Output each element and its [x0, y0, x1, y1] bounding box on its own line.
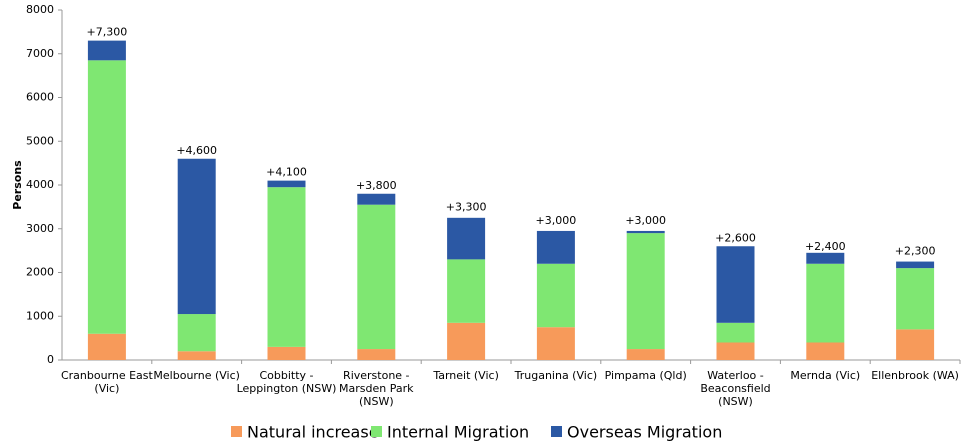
total-label: +3,300: [446, 201, 487, 214]
x-tick-label-line: Riverstone -: [343, 369, 410, 382]
total-label: +4,600: [176, 144, 217, 157]
bar-segment: [716, 322, 755, 343]
bar-segment: [716, 246, 755, 323]
bar-segment: [626, 349, 665, 360]
bar-segment: [447, 322, 486, 360]
legend-label: Internal Migration: [387, 423, 529, 442]
bar-segment: [87, 60, 126, 334]
x-tick-label-line: (NSW): [718, 395, 753, 408]
y-axis-label: Persons: [11, 160, 24, 210]
legend-label: Natural increase: [247, 423, 379, 442]
y-tick-label: 8000: [26, 3, 54, 16]
x-tick-label-line: Truganina (Vic): [514, 369, 598, 382]
bar-segment: [536, 230, 575, 264]
y-tick-label: 1000: [26, 309, 54, 322]
x-tick-label-line: Ellenbrook (WA): [871, 369, 959, 382]
x-tick-label: Mernda (Vic): [790, 369, 860, 382]
bar-segment: [716, 342, 755, 360]
total-label: +7,300: [87, 26, 128, 39]
bar-segment: [267, 187, 306, 347]
x-tick-label-line: Mernda (Vic): [790, 369, 860, 382]
y-tick-label: 6000: [26, 91, 54, 104]
x-tick-label: Truganina (Vic): [514, 369, 598, 382]
x-tick-label: Cobbitty -Leppington (NSW): [237, 369, 337, 395]
x-tick-label: Pimpama (Qld): [605, 369, 687, 382]
bar-segment: [896, 261, 935, 269]
bar-segment: [806, 342, 845, 360]
y-tick-label: 7000: [26, 47, 54, 60]
bar-segment: [626, 233, 665, 350]
x-tick-label: Riverstone -Marsden Park (NSW): [339, 369, 414, 408]
y-tick-label: 0: [47, 353, 54, 366]
bar-segment: [447, 217, 486, 260]
y-tick-label: 5000: [26, 134, 54, 147]
legend-swatch: [551, 426, 562, 437]
total-label: +2,300: [895, 244, 936, 257]
bar-segment: [87, 333, 126, 360]
bar-segment: [87, 40, 126, 61]
bar-segment: [536, 327, 575, 360]
x-tick-label-line: Waterloo -: [707, 369, 764, 382]
total-label: +3,800: [356, 179, 397, 192]
total-label: +3,000: [625, 214, 666, 227]
bar-segment: [177, 158, 216, 315]
bar-segment: [177, 314, 216, 352]
legend-swatch: [231, 426, 242, 437]
bar-segment: [536, 263, 575, 328]
x-tick-label-line: Cobbitty -: [259, 369, 313, 382]
x-tick-label-line: (NSW): [359, 395, 394, 408]
legend-label: Overseas Migration: [567, 423, 722, 442]
total-label: +4,100: [266, 166, 307, 179]
bar-segment: [177, 351, 216, 360]
bar-segment: [626, 230, 665, 234]
x-tick-label-line: Leppington (NSW): [237, 382, 337, 395]
bar-segment: [267, 180, 306, 188]
legend-swatch: [371, 426, 382, 437]
bar-segment: [806, 263, 845, 343]
x-tick-label: Ellenbrook (WA): [871, 369, 959, 382]
x-tick-label-line: Cranbourne East: [61, 369, 154, 382]
x-tick-label: Melbourne (Vic): [153, 369, 240, 382]
total-label: +3,000: [536, 214, 577, 227]
x-tick-label-line: Tarneit (Vic): [432, 369, 499, 382]
y-tick-label: 2000: [26, 266, 54, 279]
x-tick-label: Cranbourne East (Vic): [61, 369, 154, 395]
x-tick-label: Tarneit (Vic): [432, 369, 499, 382]
y-tick-label: 3000: [26, 222, 54, 235]
total-label: +2,600: [715, 231, 756, 244]
x-tick-label-line: Marsden Park: [339, 382, 414, 395]
bar-segment: [896, 329, 935, 360]
bar-segment: [357, 193, 396, 205]
bar-segment: [447, 259, 486, 323]
bar-segment: [806, 252, 845, 264]
total-label: +2,400: [805, 240, 846, 253]
bar-segment: [267, 346, 306, 360]
x-tick-label-line: Pimpama (Qld): [605, 369, 687, 382]
bar-segment: [896, 268, 935, 330]
y-tick-label: 4000: [26, 178, 54, 191]
x-tick-label-line: (Vic): [94, 382, 119, 395]
x-tick-label-line: Beaconsfield: [700, 382, 770, 395]
bar-segment: [357, 349, 396, 360]
x-tick-label-line: Melbourne (Vic): [153, 369, 240, 382]
x-tick-label: Waterloo -Beaconsfield (NSW): [700, 369, 770, 408]
bar-segment: [357, 204, 396, 350]
